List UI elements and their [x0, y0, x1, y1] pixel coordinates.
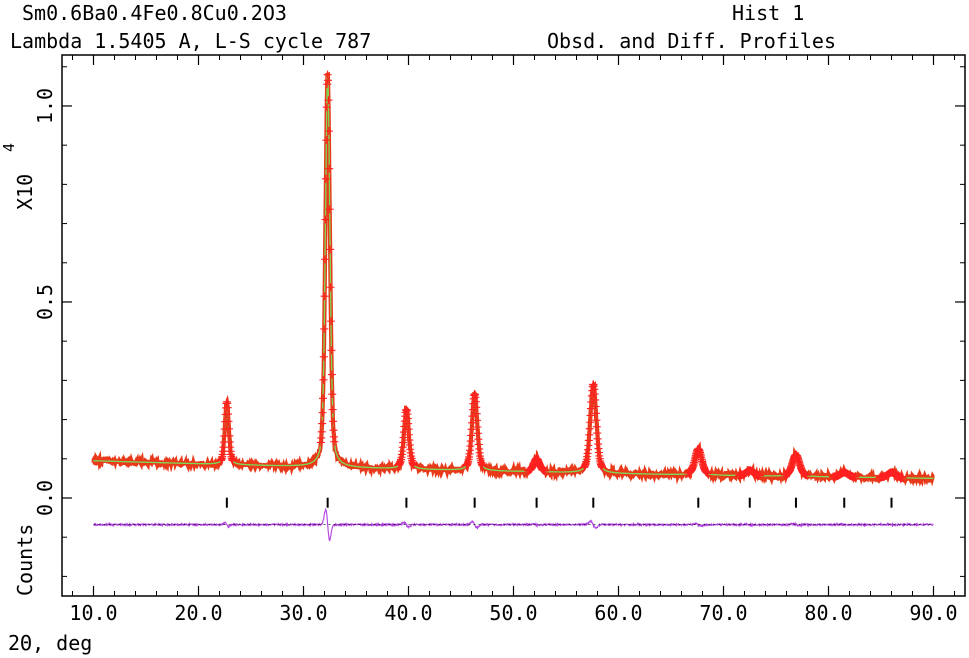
observed-point-marker	[898, 473, 907, 482]
x-tick-label: 40.0	[384, 601, 432, 625]
observed-point-marker	[321, 255, 330, 264]
observed-point-marker	[318, 394, 327, 403]
y-tick-label-group: 1.0	[33, 88, 57, 124]
observed-point-marker	[704, 469, 713, 478]
y-axis-label-top: X10	[13, 174, 37, 210]
observed-point-marker	[319, 352, 328, 361]
x-tick-label: 80.0	[804, 601, 852, 625]
observed-point-marker	[324, 96, 333, 105]
x-tick-label: 10.0	[69, 601, 117, 625]
observed-point-marker	[851, 473, 860, 482]
calculated-profile	[93, 74, 934, 479]
observed-point-marker	[321, 174, 330, 183]
observed-point-marker	[327, 346, 336, 355]
histogram-label: Hist 1	[732, 1, 804, 25]
x-axis-label: 2Θ, deg	[8, 631, 92, 655]
observed-point-marker	[328, 390, 337, 399]
chart-subtitle: Lambda 1.5405 A, L-S cycle 787	[10, 29, 371, 53]
observed-point-marker	[325, 205, 334, 214]
observed-point-marker	[330, 437, 339, 446]
observed-point-marker	[224, 410, 233, 419]
y-tick-label: 0.5	[33, 284, 57, 320]
observed-point-marker	[319, 375, 328, 384]
y-axis-multiplier: X10	[13, 174, 37, 210]
y-tick-label: 0.0	[33, 480, 57, 516]
y-axis-exponent-text: 4	[0, 143, 18, 152]
x-tick-label: 70.0	[699, 601, 747, 625]
observed-point-marker	[324, 127, 333, 136]
axis-ticks: 10.0 20.0 30.0 40.0 50.0 60.0 70.0 80.0 90.0 0.0 0…	[33, 55, 965, 625]
observed-point-marker	[320, 292, 329, 301]
observed-point-marker	[324, 76, 333, 85]
observed-point-marker	[591, 402, 600, 411]
observed-point-marker	[586, 411, 595, 420]
observed-point-marker	[322, 136, 331, 145]
observed-point-marker	[320, 324, 329, 333]
observed-point-marker	[325, 164, 334, 173]
y-tick-label-group: 0.0	[33, 480, 57, 516]
observed-point-marker	[318, 419, 327, 428]
observed-point-marker	[228, 456, 237, 465]
observed-point-marker	[598, 463, 607, 472]
x-tick-label: 90.0	[909, 601, 957, 625]
plot-frame	[61, 54, 966, 597]
data-layer	[91, 70, 935, 542]
observed-point-marker	[329, 417, 338, 426]
chart-title: Sm0.6Ba0.4Fe0.8Cu0.2O3	[22, 1, 287, 25]
y-axis-counts-label: Counts	[13, 524, 37, 596]
observed-point-marker	[326, 283, 335, 292]
observed-point-marker	[327, 370, 336, 379]
observed-point-marker	[323, 80, 332, 89]
x-tick-label: 20.0	[174, 601, 222, 625]
x-tick-label: 50.0	[489, 601, 537, 625]
observed-point-marker	[322, 103, 331, 112]
observed-point-marker	[317, 427, 326, 436]
observed-point-marker	[326, 317, 335, 326]
y-tick-label-group: 0.5	[33, 284, 57, 320]
observed-point-marker	[540, 467, 549, 476]
observed-point-marker	[224, 417, 233, 426]
y-tick-label: 1.0	[33, 88, 57, 124]
observed-point-marker	[328, 405, 337, 414]
observed-point-marker	[409, 461, 418, 470]
observed-point-marker	[755, 471, 764, 480]
observed-point-marker	[318, 408, 327, 417]
observed-profile	[91, 72, 935, 488]
observed-point-marker	[478, 461, 487, 470]
y-axis-exponent: 4	[0, 143, 18, 152]
observed-point-marker	[472, 409, 481, 418]
x-tick-label: 60.0	[594, 601, 642, 625]
observed-point-marker	[586, 418, 595, 427]
observed-point-marker	[326, 245, 335, 254]
profile-label: Obsd. and Diff. Profiles	[547, 29, 836, 53]
y-axis-label-bottom: Counts	[13, 524, 37, 596]
observed-point-marker	[468, 418, 477, 427]
observed-point-marker	[802, 471, 811, 480]
x-tick-label: 30.0	[279, 601, 327, 625]
observed-point-marker	[591, 409, 600, 418]
observed-point-marker	[321, 215, 330, 224]
observed-point-marker	[224, 424, 233, 433]
